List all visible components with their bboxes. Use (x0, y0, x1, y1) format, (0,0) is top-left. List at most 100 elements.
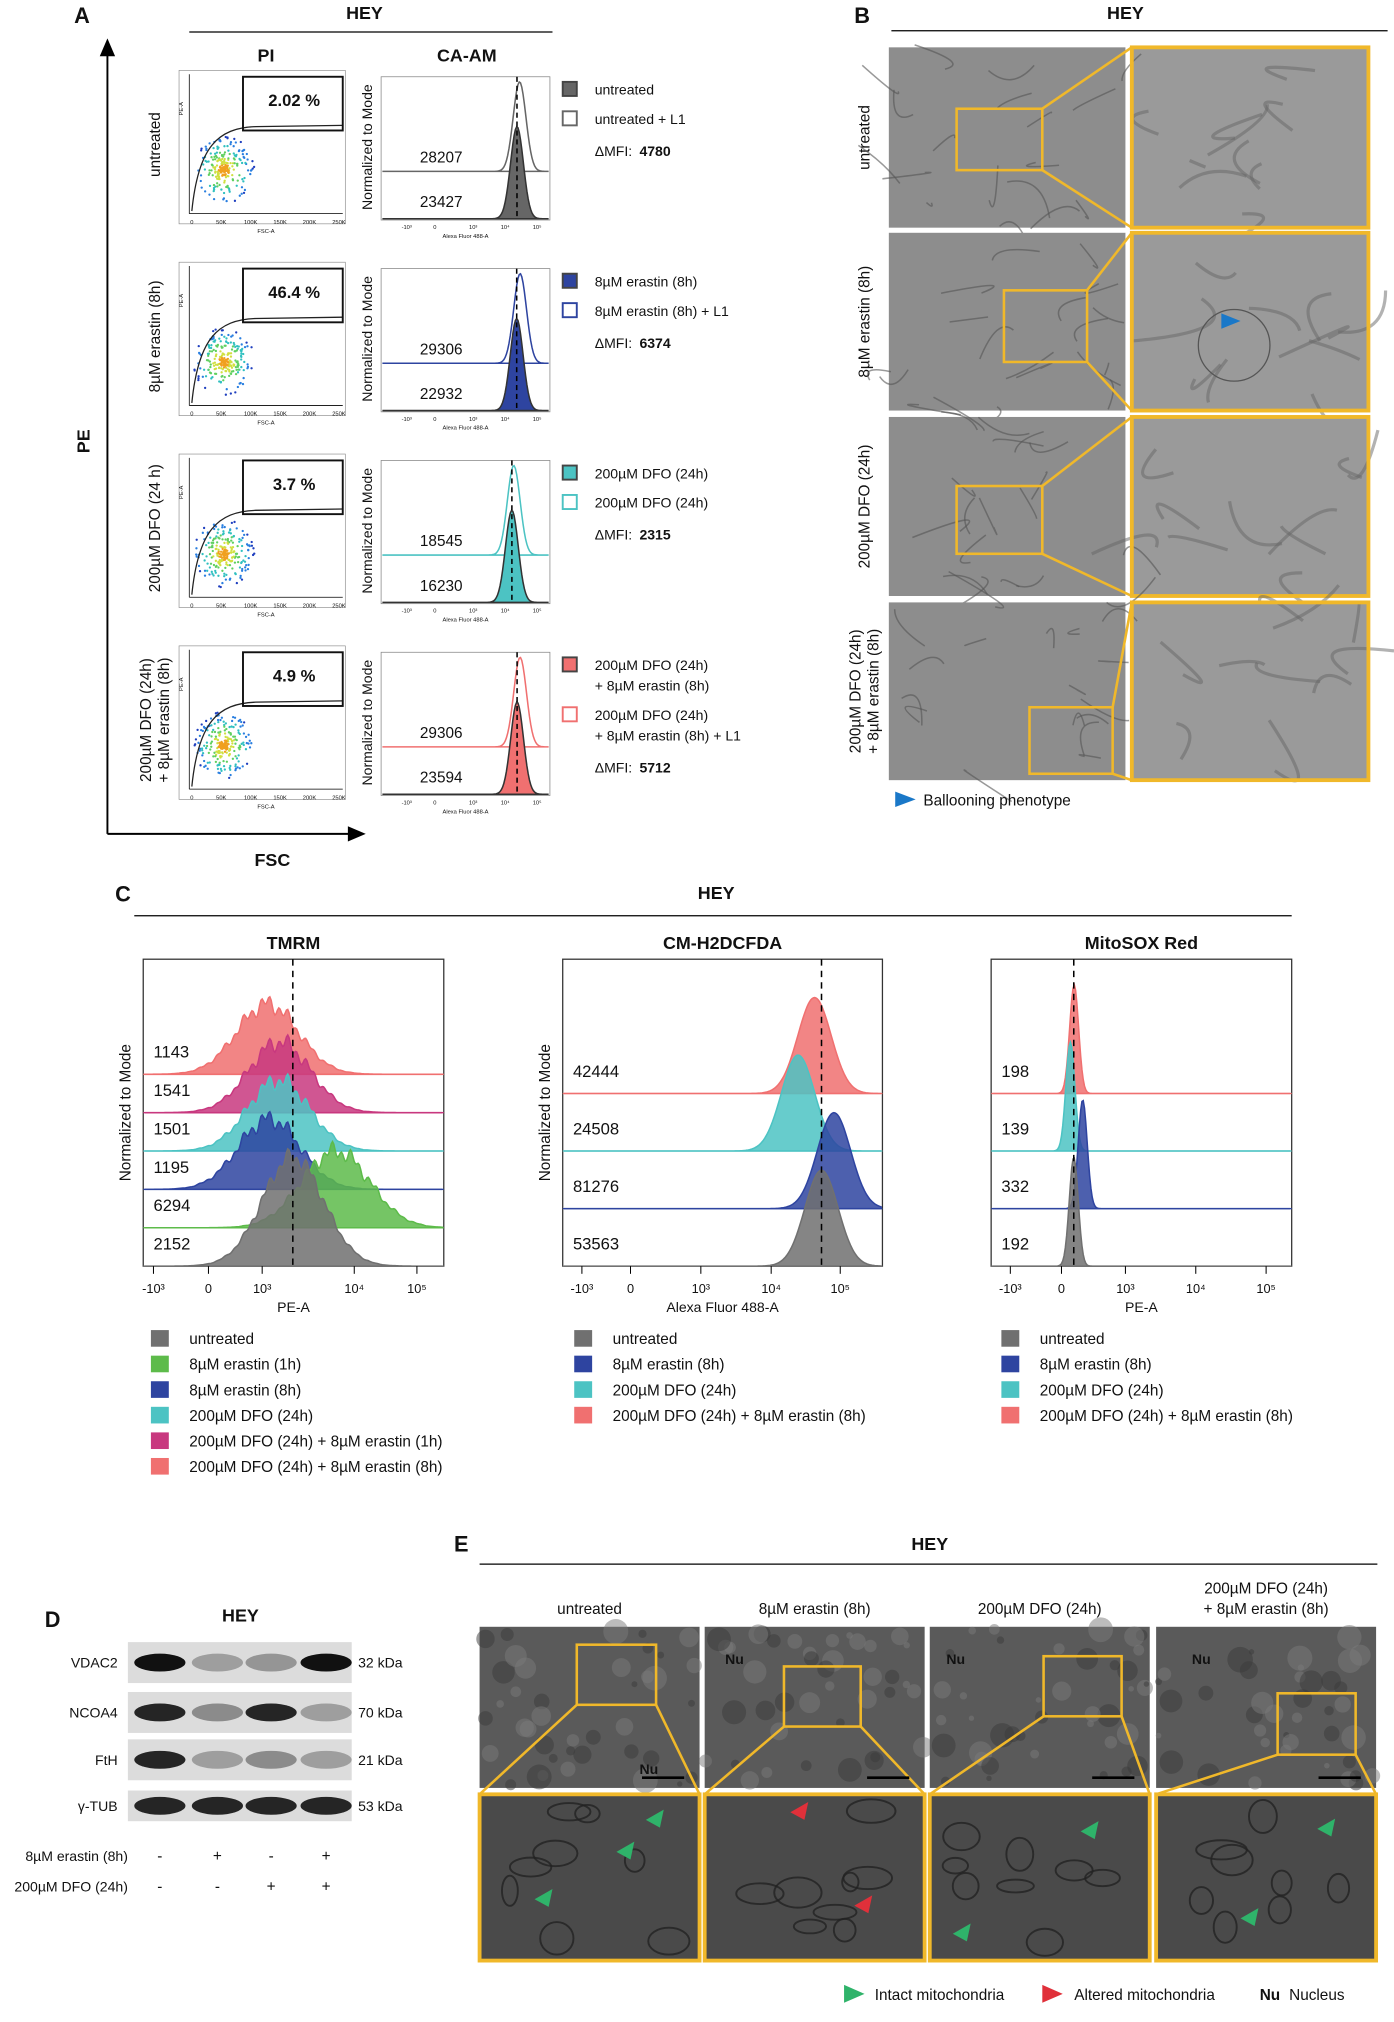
condition-label: 8µM erastin (8h) (857, 266, 874, 378)
legend-text: untreated (189, 1331, 254, 1348)
mitochondrion (812, 1903, 858, 1921)
dot (218, 749, 221, 753)
em-texture (959, 1692, 968, 1700)
legend-text: untreated + L1 (595, 111, 686, 127)
tick-label: 10⁴ (1186, 1281, 1206, 1296)
dot (229, 551, 232, 554)
em-texture (981, 1757, 999, 1775)
cell-texture (1072, 712, 1086, 726)
dot (215, 544, 218, 547)
em-texture (566, 1746, 576, 1756)
dot (213, 339, 217, 342)
em-texture (624, 1744, 639, 1759)
dot (250, 742, 253, 745)
em-texture (642, 1665, 667, 1691)
cell-texture (1078, 753, 1101, 759)
condition-label: + 8µM erastin (8h) (866, 629, 883, 754)
tick-label: 150K (273, 795, 287, 801)
em-texture (1248, 1649, 1255, 1655)
em-texture (492, 1661, 515, 1684)
dot (242, 352, 245, 356)
dot (213, 751, 216, 754)
dot (244, 566, 247, 569)
dot (212, 146, 215, 150)
dot (203, 744, 206, 747)
legend-text: 200µM DFO (24h) + 8µM erastin (8h) (189, 1459, 442, 1476)
axis-label: PE-A (179, 677, 185, 691)
dot (218, 151, 222, 154)
dot (200, 747, 204, 750)
dot (250, 544, 254, 547)
mitochondrion (1025, 1927, 1064, 1957)
em-texture (935, 1714, 947, 1726)
tick-label: 0 (190, 412, 193, 418)
legend-text: Intact mitochondria (875, 1987, 1005, 2004)
column-title: 8µM erastin (8h) (759, 1601, 871, 1618)
legend-text: untreated (595, 82, 654, 98)
legend-swatch (150, 1406, 169, 1424)
dot (202, 163, 205, 166)
dot (216, 531, 219, 534)
dot (214, 760, 218, 764)
dot (223, 572, 226, 575)
micrograph (888, 602, 1126, 781)
dot (225, 359, 228, 363)
column-title: 200µM DFO (24h) (978, 1601, 1102, 1618)
treatment-sign: - (215, 1879, 220, 1896)
dmfi-value: 4780 (639, 143, 670, 159)
dot (201, 754, 204, 757)
band (245, 1750, 297, 1769)
dot (206, 562, 209, 565)
dmfi-label: ΔMFI: (595, 335, 632, 351)
dot (245, 341, 248, 344)
tick-label: 100K (244, 220, 258, 226)
cell-texture (1014, 430, 1044, 453)
axis-label: Normalized to Mode (359, 84, 375, 210)
em-texture (1121, 1766, 1132, 1777)
dot (222, 379, 225, 382)
dot (236, 385, 240, 389)
dot (203, 190, 207, 193)
dot (224, 135, 227, 139)
dot (210, 570, 213, 573)
dot (232, 534, 236, 538)
dot (212, 755, 215, 758)
dot (210, 745, 213, 748)
dot (212, 329, 215, 333)
tick-label: 200K (303, 412, 317, 418)
dot (198, 352, 201, 355)
mfi-value: 29306 (420, 725, 463, 742)
dot (220, 367, 223, 370)
dot (222, 759, 225, 763)
dot (238, 157, 241, 161)
cell-texture (1076, 713, 1109, 725)
cell-texture (1015, 362, 1053, 379)
mfi-value: 332 (1001, 1177, 1029, 1196)
dot (225, 366, 228, 369)
dot (229, 355, 233, 358)
axis-label: Normalized to Mode (359, 276, 375, 402)
em-texture (1159, 1750, 1184, 1774)
dot (225, 199, 228, 203)
tick-label: 10⁴ (344, 1281, 364, 1296)
cell-texture (1178, 169, 1247, 190)
gate-box (242, 459, 344, 516)
dot (246, 345, 249, 348)
dot (238, 540, 241, 543)
cell-texture (1079, 243, 1099, 269)
cell-texture (866, 369, 892, 381)
dot (227, 187, 231, 190)
dmfi-label: ΔMFI: (595, 143, 632, 159)
dot (207, 160, 210, 163)
dot (214, 166, 217, 169)
dot (233, 199, 237, 202)
gate-percent: 3.7 % (273, 475, 316, 494)
dot (240, 544, 244, 548)
dot (214, 569, 217, 573)
dot (205, 148, 208, 152)
dot (236, 164, 239, 167)
dot (218, 337, 221, 340)
em-texture (800, 1760, 812, 1772)
mfi-value: 18545 (420, 533, 463, 550)
em-texture (657, 1651, 665, 1659)
